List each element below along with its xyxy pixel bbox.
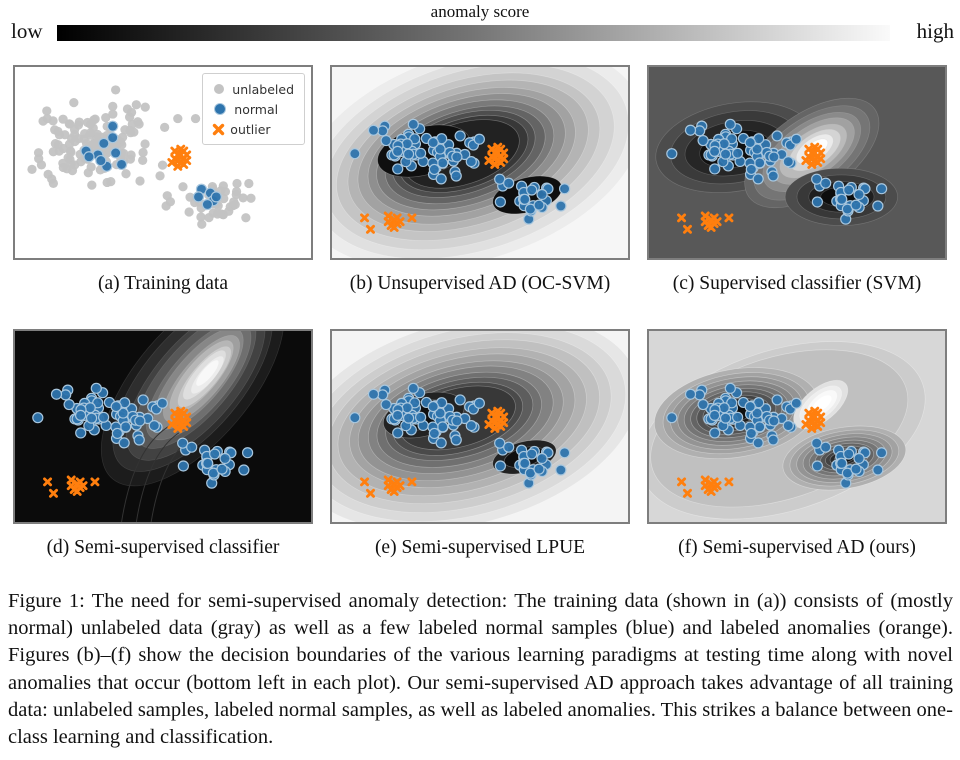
panel-c-plot bbox=[647, 65, 947, 260]
unlabeled-marker-icon bbox=[214, 84, 225, 94]
legend-label-outlier: outlier bbox=[230, 121, 271, 137]
panel-d: (d) Semi-supervised classifier bbox=[13, 329, 313, 559]
colorbar-low-label: low bbox=[11, 19, 43, 43]
panel-d-plot bbox=[13, 329, 313, 524]
figure-caption: Figure 1: The need for semi-supervised a… bbox=[8, 590, 953, 749]
colorbar-high-label: high bbox=[916, 19, 954, 43]
panel-f: (f) Semi-supervised AD (ours) bbox=[647, 329, 947, 559]
panel-d-caption: (d) Semi-supervised classifier bbox=[46, 537, 280, 558]
legend-item-outlier: outlier bbox=[212, 119, 294, 139]
panel-c: (c) Supervised classifier (SVM) bbox=[647, 65, 947, 295]
panel-e: (e) Semi-supervised LPUE bbox=[330, 329, 630, 559]
colorbar-title: anomaly score bbox=[430, 2, 530, 21]
panel-e-plot bbox=[330, 329, 630, 524]
legend-label-unlabeled: unlabeled bbox=[232, 81, 294, 97]
panel-a: unlabeled normal outlier (a) Training da… bbox=[13, 65, 313, 295]
outlier-marker-icon bbox=[212, 123, 225, 136]
panel-f-plot bbox=[647, 329, 947, 524]
colorbar-gradient bbox=[57, 25, 890, 41]
panel-a-plot: unlabeled normal outlier bbox=[13, 65, 313, 260]
legend-label-normal: normal bbox=[234, 101, 279, 117]
panel-c-caption: (c) Supervised classifier (SVM) bbox=[672, 273, 922, 294]
legend-item-normal: normal bbox=[212, 99, 294, 119]
legend: unlabeled normal outlier bbox=[202, 73, 305, 145]
normal-marker-icon bbox=[214, 103, 227, 115]
panel-e-caption: (e) Semi-supervised LPUE bbox=[374, 537, 586, 558]
panel-f-caption: (f) Semi-supervised AD (ours) bbox=[678, 537, 916, 558]
panel-b-plot bbox=[330, 65, 630, 260]
legend-item-unlabeled: unlabeled bbox=[212, 79, 294, 99]
panel-a-caption: (a) Training data bbox=[98, 273, 228, 294]
panel-b-caption: (b) Unsupervised AD (OC-SVM) bbox=[349, 273, 611, 294]
panel-b: (b) Unsupervised AD (OC-SVM) bbox=[330, 65, 630, 295]
